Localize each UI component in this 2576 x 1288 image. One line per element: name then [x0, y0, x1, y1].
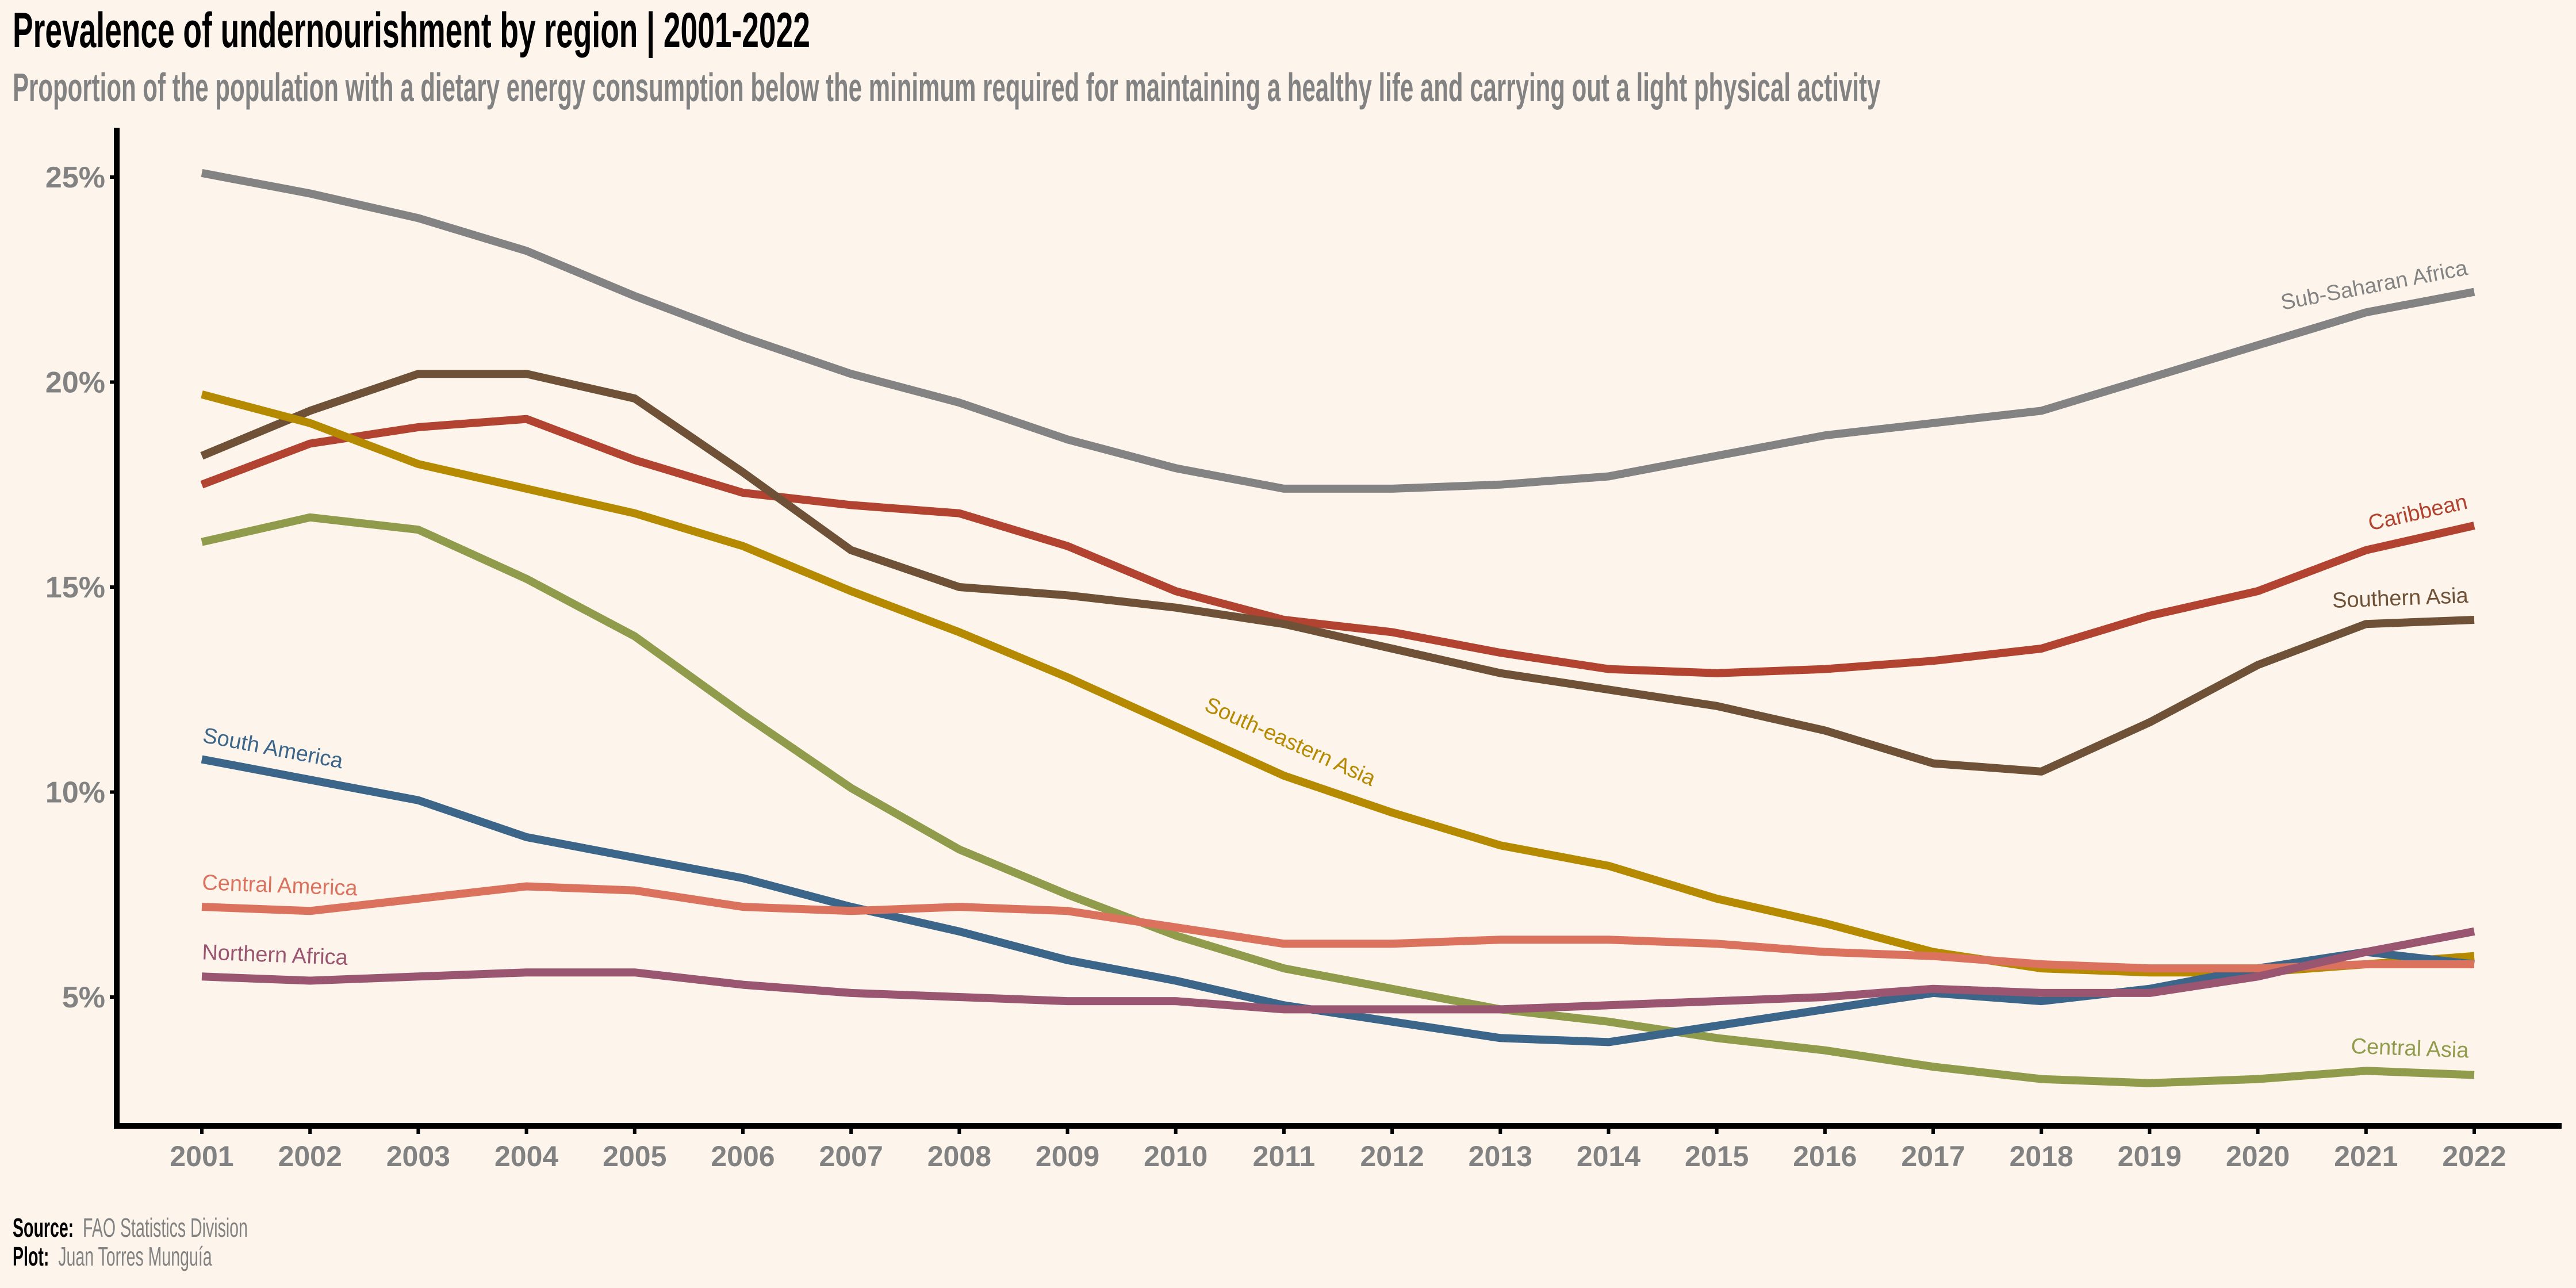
x-tick-label: 2006	[711, 1140, 775, 1172]
x-tick-label: 2002	[278, 1140, 342, 1172]
x-tick-label: 2007	[819, 1140, 883, 1172]
x-tick-label: 2009	[1036, 1140, 1099, 1172]
caption: Source: FAO Statistics Division Plot: Ju…	[13, 1213, 248, 1271]
x-tick-label: 2012	[1360, 1140, 1424, 1172]
plot-label: Plot:	[13, 1241, 49, 1271]
x-tick-label: 2005	[603, 1140, 666, 1172]
x-tick-label: 2017	[1901, 1140, 1965, 1172]
y-tick-label: 20%	[45, 366, 105, 400]
x-tick-label: 2018	[2010, 1140, 2073, 1172]
series-line-northern-africa	[201, 927, 2475, 1014]
series-label: Central Asia	[2351, 1034, 2470, 1063]
source-value: FAO Statistics Division	[83, 1213, 248, 1243]
x-tick-label: 2020	[2226, 1140, 2290, 1172]
x-tick-label: 2010	[1144, 1140, 1208, 1172]
series-line-southern-asia	[200, 370, 2475, 776]
x-tick-label: 2022	[2442, 1140, 2506, 1172]
series-line-central-america	[201, 882, 2474, 973]
series-line-caribbean	[200, 415, 2475, 677]
x-tick-label: 2019	[2118, 1140, 2182, 1172]
x-tick-label: 2014	[1577, 1140, 1640, 1172]
x-tick-label: 2003	[386, 1140, 450, 1172]
series-line-south-eastern-asia	[201, 390, 2475, 977]
series-line-south-america	[201, 755, 2475, 1046]
y-tick-label: 25%	[45, 161, 105, 194]
y-tick-label: 15%	[45, 571, 105, 604]
series-label: Southern Asia	[2332, 584, 2469, 613]
series-label: Northern Africa	[202, 940, 349, 970]
y-tick-label: 10%	[45, 776, 105, 810]
x-tick-label: 2013	[1469, 1140, 1532, 1172]
x-tick-label: 2021	[2334, 1140, 2398, 1172]
x-tick-label: 2008	[927, 1140, 991, 1172]
x-tick-label: 2015	[1685, 1140, 1749, 1172]
x-tick-label: 2016	[1793, 1140, 1857, 1172]
series-label: Central America	[202, 871, 359, 900]
axes: 5% 10% 15% 20% 25% 2001 2002 2003 2004 2005 2006 20…	[45, 128, 2562, 1172]
series-line-central-asia	[201, 513, 2475, 1087]
x-tick-label: 2001	[170, 1140, 233, 1172]
chart-title: Prevalence of undernourishment by region…	[13, 3, 810, 58]
source-label: Source:	[13, 1213, 74, 1243]
x-tick-label: 2011	[1253, 1140, 1315, 1172]
x-tick-label: 2004	[494, 1140, 558, 1172]
plot-value: Juan Torres Munguía	[58, 1241, 212, 1271]
chart-subtitle: Proportion of the population with a diet…	[13, 65, 1881, 110]
series-lines	[200, 169, 2475, 1087]
series-label: Sub-Saharan Africa	[2279, 256, 2470, 315]
y-tick-label: 5%	[62, 981, 105, 1014]
series-line-sub-saharan-africa	[201, 169, 2475, 493]
